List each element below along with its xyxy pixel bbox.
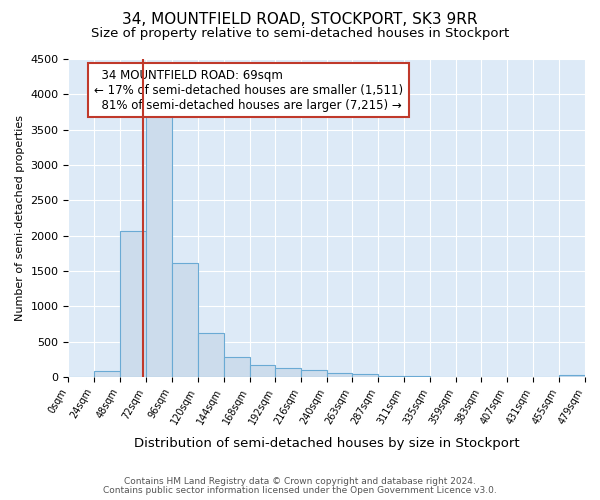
X-axis label: Distribution of semi-detached houses by size in Stockport: Distribution of semi-detached houses by … xyxy=(134,437,520,450)
Text: 34, MOUNTFIELD ROAD, STOCKPORT, SK3 9RR: 34, MOUNTFIELD ROAD, STOCKPORT, SK3 9RR xyxy=(122,12,478,28)
Bar xyxy=(198,332,224,377)
Bar xyxy=(172,262,198,377)
Text: Size of property relative to semi-detached houses in Stockport: Size of property relative to semi-detach… xyxy=(91,28,509,40)
Bar xyxy=(224,356,250,377)
Bar xyxy=(146,112,172,377)
Bar xyxy=(559,374,585,377)
Y-axis label: Number of semi-detached properties: Number of semi-detached properties xyxy=(15,115,25,321)
Bar xyxy=(94,371,120,377)
Bar xyxy=(378,376,404,377)
Text: Contains HM Land Registry data © Crown copyright and database right 2024.: Contains HM Land Registry data © Crown c… xyxy=(124,477,476,486)
Bar xyxy=(275,368,301,377)
Bar xyxy=(301,370,327,377)
Bar xyxy=(352,374,378,377)
Bar xyxy=(404,376,430,377)
Bar xyxy=(327,373,352,377)
Bar xyxy=(430,376,455,377)
Bar xyxy=(250,366,275,377)
Text: 34 MOUNTFIELD ROAD: 69sqm
← 17% of semi-detached houses are smaller (1,511)
  81: 34 MOUNTFIELD ROAD: 69sqm ← 17% of semi-… xyxy=(94,68,403,112)
Text: Contains public sector information licensed under the Open Government Licence v3: Contains public sector information licen… xyxy=(103,486,497,495)
Bar xyxy=(120,232,146,377)
